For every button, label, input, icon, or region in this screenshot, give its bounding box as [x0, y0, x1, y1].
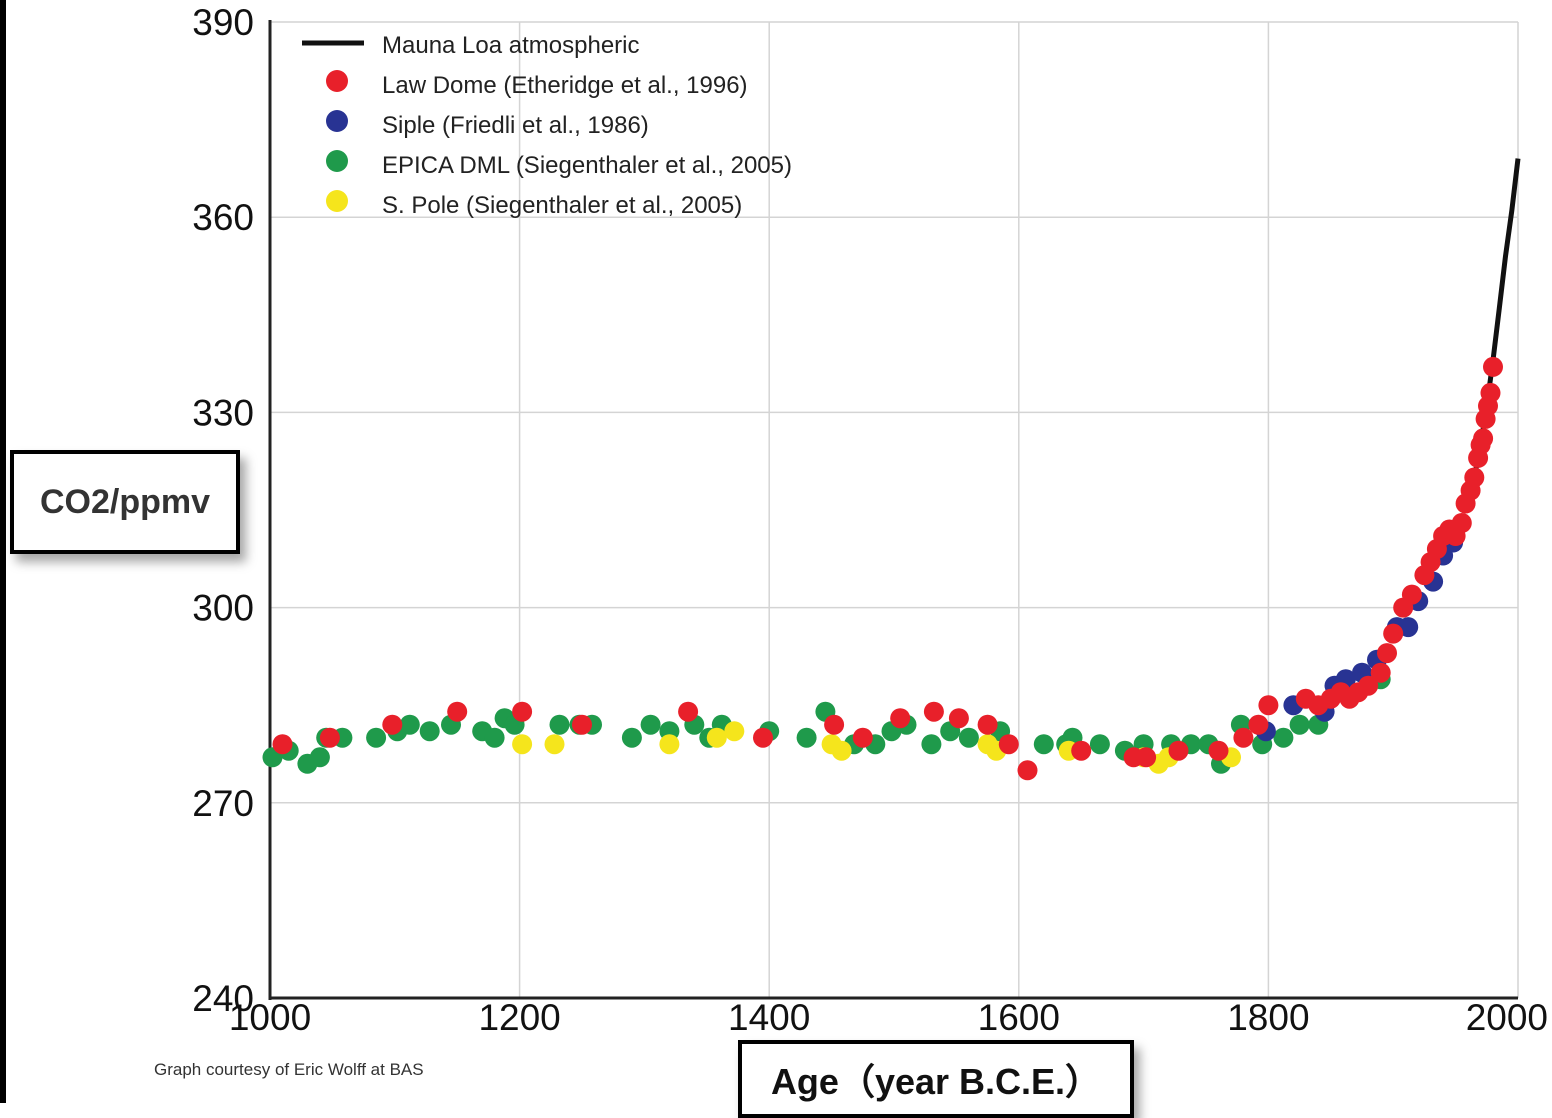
legend-label: Law Dome (Etheridge et al., 1996) [382, 72, 748, 99]
data-point [890, 708, 911, 729]
y-tick-label: 270 [192, 783, 254, 824]
data-point [1136, 747, 1157, 768]
data-point [796, 727, 817, 748]
data-point [549, 714, 570, 735]
data-point [1168, 740, 1189, 761]
data-point [998, 734, 1019, 755]
data-point [309, 747, 330, 768]
x-tick-label: 1200 [478, 997, 560, 1038]
data-point [484, 727, 505, 748]
y-tick-label: 390 [192, 2, 254, 43]
x-tick-labels: 1000 1200 1400 1600 1800 2000 [229, 997, 1548, 1038]
legend-dot-marker [326, 70, 348, 92]
legend-dot-marker [326, 110, 348, 132]
y-axis-label: CO2/ppmv [10, 450, 240, 554]
data-points [262, 356, 1503, 781]
y-tick-label: 240 [192, 978, 254, 1019]
data-point [1464, 467, 1485, 488]
data-point [923, 701, 944, 722]
y-tick-label: 360 [192, 197, 254, 238]
data-point [640, 714, 661, 735]
y-tick-labels: 240 270 300 330 360 390 [192, 2, 254, 1019]
data-point [706, 727, 727, 748]
left-border [0, 0, 6, 1103]
x-tick-label: 2000 [1466, 997, 1548, 1038]
data-point [753, 727, 773, 748]
data-point [366, 727, 387, 748]
legend: Mauna Loa atmospheric Law Dome (Etheridge… [302, 32, 792, 219]
x-tick-label: 1400 [728, 997, 810, 1038]
data-point [621, 727, 642, 748]
data-point [1089, 734, 1110, 755]
legend-label: EPICA DML (Siegenthaler et al., 2005) [382, 152, 792, 179]
data-point [1480, 382, 1501, 403]
data-point [1401, 584, 1422, 605]
y-tick-label: 330 [192, 392, 254, 433]
legend-label: Mauna Loa atmospheric [382, 32, 639, 59]
legend-dot-marker [326, 190, 348, 212]
data-point [824, 714, 845, 735]
data-point [1398, 617, 1419, 638]
data-point [1370, 662, 1391, 683]
data-point [544, 734, 565, 755]
data-point [419, 721, 440, 742]
data-point [1451, 513, 1472, 533]
data-point [1483, 356, 1503, 377]
data-point [1473, 428, 1494, 449]
data-point [1383, 623, 1404, 644]
legend-dot-marker [326, 150, 348, 172]
legend-label: Siple (Friedli et al., 1986) [382, 112, 649, 139]
data-point [678, 701, 699, 722]
data-point [512, 734, 533, 755]
data-point [958, 727, 979, 748]
data-point [921, 734, 942, 755]
credit-text: Graph courtesy of Eric Wolff at BAS [154, 1060, 424, 1079]
axes [268, 20, 1518, 1000]
x-axis-label: Age（year B.C.E.） [738, 1040, 1134, 1118]
data-point [382, 714, 403, 735]
data-point [1033, 734, 1054, 755]
data-point [724, 721, 745, 742]
legend-label: S. Pole (Siegenthaler et al., 2005) [382, 192, 742, 219]
data-point [1017, 760, 1038, 781]
data-point [977, 714, 998, 735]
x-tick-label: 1800 [1227, 997, 1309, 1038]
data-point [659, 734, 680, 755]
data-point [1233, 727, 1254, 748]
x-tick-label: 1000 [229, 997, 311, 1038]
data-point [447, 701, 468, 722]
data-point [512, 701, 533, 722]
data-point [1248, 714, 1269, 735]
data-point [1377, 643, 1397, 664]
data-point [852, 727, 873, 748]
data-point [831, 740, 852, 761]
y-axis-label-text: CO2/ppmv [39, 482, 211, 521]
data-point [948, 708, 969, 729]
x-axis-label-text: Age（year B.C.E.） [770, 1061, 1102, 1102]
data-point [1258, 695, 1279, 716]
data-point [572, 714, 592, 735]
data-point [272, 734, 293, 755]
y-tick-label: 300 [192, 588, 254, 629]
data-point [319, 727, 340, 748]
data-point [1208, 740, 1229, 761]
data-point [1289, 714, 1310, 735]
data-point [1358, 675, 1379, 696]
data-point [399, 714, 420, 735]
data-point [1071, 740, 1092, 761]
data-point [1273, 727, 1294, 748]
x-tick-label: 1600 [978, 997, 1060, 1038]
